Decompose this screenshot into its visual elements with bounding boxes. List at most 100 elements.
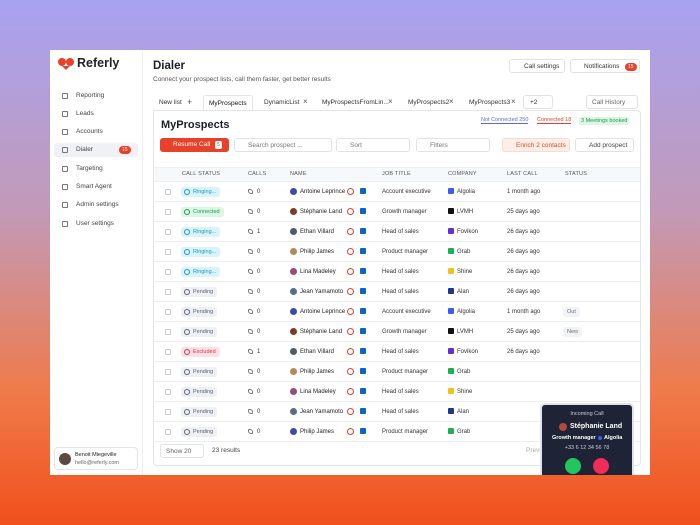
resume-badge: 5 [215,141,222,149]
linkedin-icon [360,408,366,414]
nav-item[interactable]: Admin settings [54,198,138,212]
name: Jean Yamamoto [300,289,344,295]
decline-button[interactable] [593,458,609,474]
tab-label: MyProspects3 [469,99,511,106]
table-row[interactable]: Pending 0 Philip James Product manager Grab [154,361,640,381]
previous-button[interactable]: Previous [526,447,552,454]
company-logo [448,348,454,354]
nav-item[interactable]: Leads [54,107,138,121]
job-title: Head of sales [382,289,419,295]
checkbox [165,329,171,335]
job-title: Growth manager [382,209,427,215]
nav-label: Admin settings [76,201,119,208]
nav-item[interactable]: User settings [54,217,138,231]
table-row[interactable]: Pending 0 Philip James Product manager Grab [154,421,640,441]
table-row[interactable]: Ringing... 0 Philip James Product manager Gr… [154,241,640,261]
phone-icon [248,309,253,314]
user-box[interactable]: Benoit Miegeville hello@referly.com [54,447,138,470]
list-tab[interactable]: MyProspects3 × [464,95,520,110]
notifications-badge: 15 [625,63,637,71]
list-card: MyProspects Not Connected 250 Connected 18… [153,110,641,475]
checkbox [165,229,171,235]
nav-item[interactable]: Dialer 15 [54,143,138,157]
list-tab[interactable]: MyProspectsFromLin... × [317,95,397,110]
crm-icon [347,328,354,335]
nav-item[interactable]: Targeting [54,162,138,176]
call-status-icon [184,309,190,315]
column-header: LAST CALL [507,171,538,177]
notifications-button[interactable]: Notifications 15 [570,59,640,73]
linkedin-icon [360,288,366,294]
call-status-label: Pending [193,429,214,435]
company: LVMH [457,209,474,215]
phone-icon [248,409,253,414]
results-count: 23 results [212,447,241,454]
logo-icon [58,57,74,70]
phone-icon [248,389,253,394]
nav-icon [62,184,68,190]
table-row[interactable]: Excluded 1 Ethan Villard Head of sales Fovik… [154,341,640,361]
checkbox [165,389,171,395]
name: Lina Madeley [300,269,336,275]
crm-icon [347,208,354,215]
table-row[interactable]: Ringing... 1 Ethan Villard Head of sales Fov… [154,221,640,241]
list-tab[interactable]: MyProspects2 × [403,95,458,110]
list-tab[interactable]: MyProspects [203,95,253,110]
notifications-label: Notifications [584,63,620,70]
job-title: Account executive [382,309,431,315]
call-history-button[interactable]: Call History [586,95,638,109]
nav-label: Leads [76,110,94,117]
table-row[interactable]: Pending 0 Jean Yamamoto Head of sales Alan [154,401,640,421]
nav-item[interactable]: Smart Agent [54,180,138,194]
last-call: 26 days ago [507,269,540,275]
nav-item[interactable]: Accounts [54,125,138,139]
call-status-icon [184,209,190,215]
calls: 1 [257,229,261,235]
nav-icon [62,166,68,172]
table-row[interactable]: Pending 0 Antoine Leprince Account executiv… [154,301,640,321]
caller-phone: +33 6 12 34 56 78 [564,445,610,451]
nav-label: Accounts [76,128,103,135]
filters-button-label: Filters [430,142,448,149]
tab-label: MyProspectsFromLin... [322,99,389,106]
user-email: hello@referly.com [75,460,119,466]
enrich-button[interactable]: Enrich 2 contacts [502,138,570,152]
table-row[interactable]: Connected 0 Stéphanie Land Growth manager LV… [154,201,640,221]
call-status-icon [184,429,190,435]
call-status-pill: Ringing... [181,247,221,257]
not-connected-stat: Not Connected 250 [481,117,529,124]
avatar [290,208,297,215]
nav-label: Smart Agent [76,183,112,190]
call-status-pill: Ringing... [181,187,221,197]
sort-button[interactable]: Sort [336,138,410,152]
table-row[interactable]: Ringing... 0 Lina Madeley Head of sales Shin… [154,261,640,281]
calls: 0 [257,289,261,295]
filters-button[interactable]: Filters [416,138,490,152]
accept-button[interactable] [565,458,581,474]
crm-icon [347,428,354,435]
call-settings-button[interactable]: Call settings [509,59,565,73]
table-row[interactable]: Pending 0 Stéphanie Land Growth manager LVMH… [154,321,640,341]
add-prospect-button[interactable]: Add prospect [575,138,634,152]
resume-call-button[interactable]: Resume Call 5 [160,138,229,152]
call-status-label: Ringing... [193,249,217,255]
call-history-label: Call History [592,99,626,106]
call-status-icon [184,329,190,335]
company: Shine [457,269,473,275]
meetings-stat: 3 Meetings booked [579,117,630,125]
name: Lina Madeley [300,389,336,395]
call-status-icon [184,249,190,255]
table-row[interactable]: Pending 0 Lina Madeley Head of sales Shine [154,381,640,401]
call-status-icon [184,269,190,275]
phone-icon [248,229,253,234]
show-select[interactable]: Show 20 [160,444,204,458]
search-input[interactable]: Search prospect ... [234,138,332,152]
nav-item[interactable]: Reporting [54,89,138,103]
avatar [59,453,71,465]
tab-close: × [388,97,393,106]
list-tab[interactable]: DynamicList × [259,95,312,110]
table-row[interactable]: Pending 0 Jean Yamamoto Head of sales Alan 26… [154,281,640,301]
more-tabs[interactable]: +2 [523,95,553,109]
new-list-tab[interactable]: New list + [153,95,197,110]
table-row[interactable]: Ringing... 0 Antoine Leprince Account execu… [154,181,640,201]
